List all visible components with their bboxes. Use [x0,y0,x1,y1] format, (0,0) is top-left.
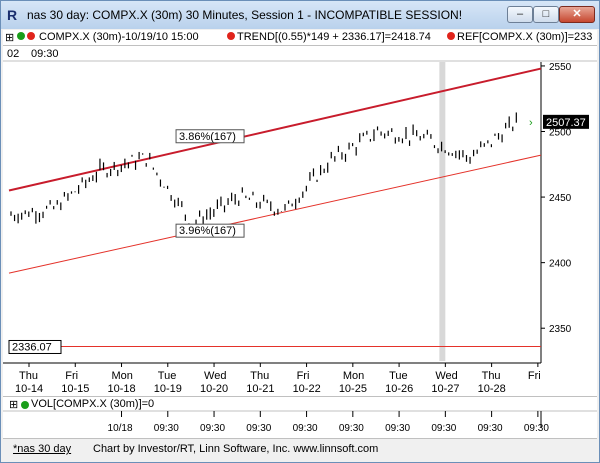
volume-dot-icon[interactable] [21,399,29,411]
time-prefix-label: 02 [7,48,19,60]
credit-text: Chart by Investor/RT, Linn Software, Inc… [93,443,379,455]
minimize-button[interactable]: – [507,6,533,23]
window-title: nas 30 day: COMPX.X (30m) 30 Minutes, Se… [27,8,463,22]
volume-pane[interactable]: ⊞ VOL[COMPX.X (30m)]=0 10/18 09:30 09:30 09… [3,396,597,439]
volume-x-label: 09:30 [478,423,503,434]
x-date-label: 10-20 [200,383,228,395]
volume-x-label: 10/18 [108,423,133,434]
price-chart[interactable]: 02 09:30 2550 2500 2450 2400 2350 2336.07 3.86%(… [3,46,597,396]
volume-x-label: 09:30 [246,423,271,434]
session-highlight [439,62,446,361]
x-day-label: Wed [435,370,457,382]
current-price-box [543,114,589,129]
x-day-label: Fri [297,370,310,382]
x-day-label: Thu [250,370,269,382]
x-day-label: Tue [389,370,408,382]
y-tick-label: 2400 [549,259,572,270]
annotation-label: 3.86%(167) [179,131,236,143]
x-date-label: 10-18 [108,383,136,395]
x-day-label: Fri [528,370,541,382]
y-tick-label: 2450 [549,193,572,204]
x-day-label: Mon [112,370,133,382]
x-date-label: 10-14 [15,383,43,395]
symbol-label[interactable]: COMPX.X (30m)-10/19/10 15:00 [39,31,199,43]
x-date-label: 10-27 [431,383,459,395]
volume-x-label: 09:30 [385,423,410,434]
volume-x-label: 09:30 [154,423,179,434]
reference-line-label: 2336.07 [12,341,52,353]
price-chart-svg[interactable]: 02 09:30 2550 2500 2450 2400 2350 2336.07 3.86%(… [3,46,597,396]
annotation-box [175,223,245,238]
x-date-label: 10-25 [339,383,367,395]
volume-x-label: 09:30 [524,423,549,434]
y-tick-label: 2550 [549,62,572,73]
annotation-box [175,129,245,144]
x-day-label: Fri [65,370,78,382]
status-footer: *nas 30 day Chart by Investor/RT, Linn S… [3,438,597,461]
chart-tab[interactable]: *nas 30 day [13,443,72,455]
x-date-label: 10-22 [293,383,321,395]
volume-x-label: 09:30 [431,423,456,434]
x-day-label: Tue [158,370,177,382]
x-date-label: 10-21 [246,383,274,395]
volume-label: VOL[COMPX.X (30m)]=0 [31,398,155,410]
reference-line-box [8,339,62,354]
close-button[interactable]: ✕ [559,6,595,23]
x-date-label: 10-26 [385,383,413,395]
maximize-button[interactable]: □ [533,6,559,23]
current-price-label: 2507.37 [546,117,586,129]
y-tick-label: 2350 [549,324,572,335]
volume-x-label: 09:30 [339,423,364,434]
x-date-label: 10-19 [154,383,182,395]
channel-lower-line [8,154,542,274]
volume-axis-svg: 10/18 09:30 09:30 09:30 09:30 09:30 09:30 09:30… [3,410,597,434]
title-bar[interactable]: R nas 30 day: COMPX.X (30m) 30 Minutes, … [1,1,599,29]
x-day-label: Wed [204,370,226,382]
volume-x-label: 09:30 [200,423,225,434]
x-day-label: Mon [343,370,364,382]
x-date-label: 10-15 [61,383,89,395]
x-date-label: 10-28 [478,383,506,395]
current-price-arrow-icon: › [529,117,533,129]
trend-label[interactable]: TREND[(0.55)*149 + 2336.17]=2418.74 [237,31,431,43]
symbol-menu-icon[interactable]: ⊞ [5,32,15,44]
time-start-label: 09:30 [31,48,59,60]
annotation-label: 3.96%(167) [179,225,236,237]
x-day-label: Thu [482,370,501,382]
y-tick-label: 2500 [549,128,572,139]
volume-menu-icon[interactable]: ⊞ [9,399,19,411]
x-day-label: Thu [19,370,38,382]
indicator-legend: ⊞ COMPX.X (30m)-10/19/10 15:00 TREND[(0.… [3,30,597,46]
channel-upper-line [8,67,542,192]
ref-label[interactable]: REF[COMPX.X (30m)]=233 [457,31,593,43]
volume-x-label: 09:30 [293,423,318,434]
investor-rt-logo-icon[interactable]: R [7,7,18,23]
